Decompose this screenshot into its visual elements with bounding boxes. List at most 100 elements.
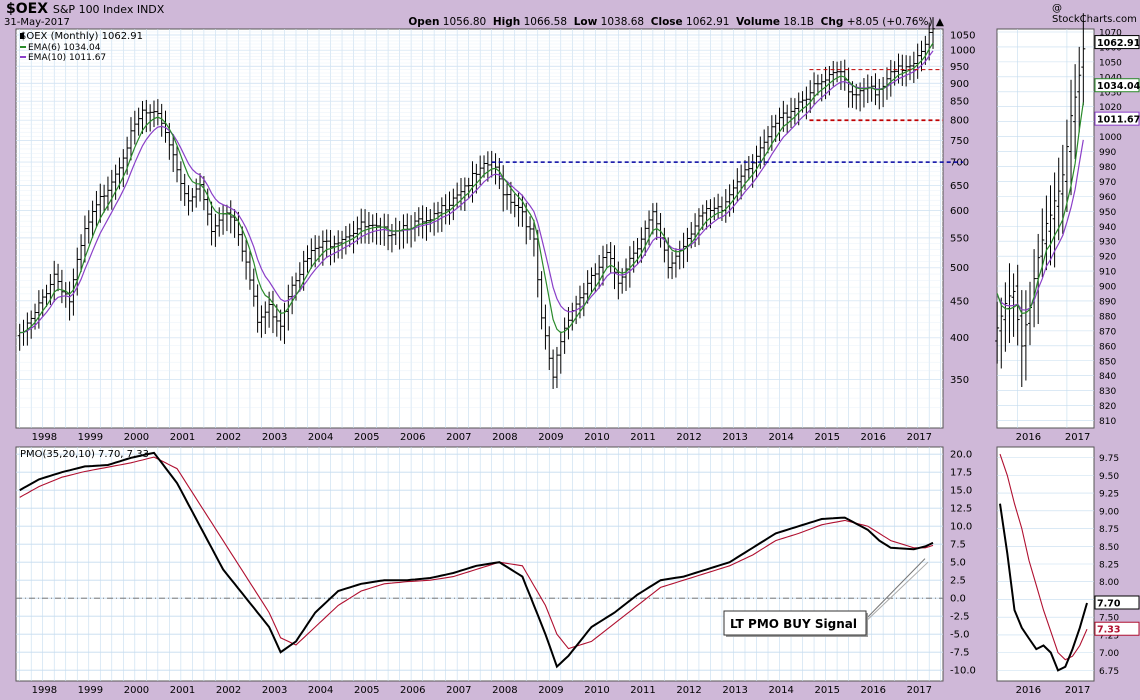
zoom-price-x-tick-label: 2016: [1016, 432, 1041, 443]
zoom-pmo-y-tick-label: 7.25: [1099, 631, 1119, 641]
signal-badge: 7.33: [1097, 625, 1120, 636]
zoom-price-y-tick-label: 910: [1099, 268, 1116, 278]
pmo-x-tick-label: 2006: [400, 685, 425, 696]
pmo-x-tick-label: 2013: [722, 685, 747, 696]
price-x-tick-label: 2011: [630, 432, 655, 443]
price-x-tick-label: 2008: [492, 432, 517, 443]
price-panel: [15, 28, 944, 429]
ohlc-readout: Open 1056.80 High 1066.58 Low 1038.68 Cl…: [408, 16, 944, 28]
pmo-y-tick-label: -2.5: [950, 612, 970, 623]
pmo-x-tick-label: 1998: [32, 685, 57, 696]
pmo-y-tick-label: 12.5: [950, 504, 972, 515]
zoom-pmo-x-tick-label: 2017: [1065, 685, 1090, 696]
price-y-tick-label: 900: [950, 79, 969, 90]
price-y-tick-label: 800: [950, 116, 969, 127]
zoom-price-y-tick-label: 930: [1099, 238, 1116, 248]
zoom-price-y-tick-label: 1030: [1099, 88, 1122, 98]
zoom-pmo-y-tick-label: 6.75: [1099, 667, 1119, 677]
price-y-tick-label: 700: [950, 158, 969, 169]
price-y-tick-label: 500: [950, 263, 969, 274]
price-y-tick-label: 950: [950, 62, 969, 73]
zoom-ema6-line: [996, 102, 1084, 315]
price-y-tick-label: 350: [950, 375, 969, 386]
price-legend: $OEX (Monthly) 1062.91: [20, 31, 143, 42]
pmo-y-tick-label: -7.5: [950, 648, 970, 659]
collapse-arrow-icon[interactable]: ▲: [935, 16, 944, 28]
zoom-price-y-tick-label: 900: [1099, 283, 1116, 293]
pmo-x-tick-label: 2010: [584, 685, 609, 696]
pmo-x-tick-label: 2016: [861, 685, 886, 696]
close-value: 1062.91: [686, 16, 730, 28]
annotation-arrow-shadow: [861, 561, 929, 626]
zoom-pmo-y-tick-label: 8.25: [1099, 561, 1119, 571]
signal-badge-box: [1094, 621, 1140, 636]
ema6-badge-box: [1094, 78, 1140, 93]
price-y-tick-label: 750: [950, 136, 969, 147]
symbol-description: S&P 100 Index INDX: [52, 3, 165, 16]
high-value: 1066.58: [523, 16, 568, 28]
price-x-tick-label: 2002: [216, 432, 241, 443]
zoom-price-y-tick-label: 850: [1099, 357, 1116, 367]
price-x-tick-label: 2001: [170, 432, 195, 443]
pmo-x-tick-label: 2005: [354, 685, 379, 696]
zoom-price-y-tick-label: 1070: [1099, 28, 1122, 38]
zoom-price-y-tick-label: 1000: [1099, 133, 1122, 143]
ema10-legend: EMA(10) 1011.67: [28, 53, 106, 63]
chart-symbol: $OEX S&P 100 Index INDX: [6, 1, 164, 17]
pmo-y-tick-label: 15.0: [950, 486, 972, 497]
open-label: Open: [408, 16, 440, 28]
zoom-price-y-tick-label: 810: [1099, 417, 1116, 427]
pmo-panel: [15, 446, 944, 682]
zoom-pmo-x-tick-label: 2016: [1016, 685, 1041, 696]
price-x-tick-label: 2000: [124, 432, 149, 443]
pmo-x-tick-label: 2011: [630, 685, 655, 696]
price-x-tick-label: 2014: [768, 432, 793, 443]
price-y-tick-label: 450: [950, 296, 969, 307]
chart-date: 31-May-2017: [4, 17, 70, 28]
pmo-y-tick-label: 7.5: [950, 540, 966, 551]
chg-value: +8.05 (+0.76%): [846, 16, 933, 28]
pmo-y-tick-label: 17.5: [950, 468, 972, 479]
chg-label: Chg: [820, 16, 844, 28]
zoom-price-panel: [996, 28, 1095, 429]
ema6-badge: 1034.04: [1097, 81, 1140, 92]
pmo-x-tick-label: 2014: [768, 685, 793, 696]
zoom-price-y-tick-label: 890: [1099, 297, 1116, 307]
pmo-badge-box: [1094, 595, 1140, 610]
price-x-tick-label: 2012: [676, 432, 701, 443]
price-x-tick-label: 2004: [308, 432, 333, 443]
zoom-pmo-y-tick-label: 9.25: [1099, 490, 1119, 500]
zoom-pmo-y-tick-label: 8.75: [1099, 525, 1119, 535]
price-x-tick-label: 2013: [722, 432, 747, 443]
brand-label: @ StockCharts.com: [1052, 3, 1137, 25]
zoom-price-y-tick-label: 820: [1099, 402, 1116, 412]
volume-value: 18.1B: [783, 16, 814, 28]
zoom-pmo-y-tick-label: 9.50: [1099, 472, 1119, 482]
pmo-y-tick-label: 5.0: [950, 558, 966, 569]
open-value: 1056.80: [442, 16, 487, 28]
zoom-price-y-tick-label: 990: [1099, 148, 1116, 158]
zoom-price-y-tick-label: 830: [1099, 387, 1116, 397]
close-label: Close: [650, 16, 683, 28]
pmo-y-tick-label: -10.0: [950, 666, 976, 677]
price-y-tick-label: 600: [950, 206, 969, 217]
annotation-text: LT PMO BUY Signal: [730, 617, 857, 631]
price-x-tick-label: 1998: [32, 432, 57, 443]
zoom-price-y-tick-label: 1050: [1099, 58, 1122, 68]
pmo-y-tick-label: -5.0: [950, 630, 970, 641]
price-x-tick-label: 2003: [262, 432, 287, 443]
price-x-tick-label: 2017: [907, 432, 932, 443]
pmo-x-tick-label: 2012: [676, 685, 701, 696]
zoom-pmo-y-tick-label: 7.50: [1099, 614, 1119, 624]
pmo-x-tick-label: 2015: [814, 685, 839, 696]
price-x-tick-label: 2010: [584, 432, 609, 443]
price-x-tick-label: 1999: [78, 432, 103, 443]
zoom-pmo-y-tick-label: 8.00: [1099, 578, 1119, 588]
pmo-x-tick-label: 2007: [446, 685, 471, 696]
pmo-y-tick-label: 10.0: [950, 522, 972, 533]
ema6-legend: EMA(6) 1034.04: [28, 43, 101, 53]
ohlc-legend-icon: [20, 33, 24, 39]
close-badge-box: [1094, 35, 1140, 50]
close-badge: 1062.91: [1097, 38, 1140, 49]
